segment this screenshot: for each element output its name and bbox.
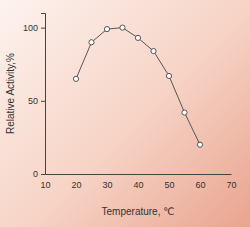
x-tick-label: 50 <box>164 180 174 190</box>
marker <box>182 110 187 115</box>
y-axis-title: Relative Activity,% <box>5 53 16 134</box>
y-tick-mark <box>41 101 45 102</box>
plot: 10 20 30 40 50 60 70 0 50 100 <box>23 14 237 191</box>
x-axis: 10 20 30 40 50 60 70 <box>40 174 236 190</box>
x-tick: 70 <box>226 174 236 190</box>
y-axis: 0 50 100 <box>23 14 46 180</box>
x-tick: 60 <box>195 174 205 190</box>
marker <box>89 40 94 45</box>
y-tick: 50 <box>28 96 45 106</box>
y-tick-label: 100 <box>23 23 38 33</box>
marker <box>73 76 78 81</box>
axis-line <box>41 14 46 175</box>
marker <box>120 25 125 30</box>
y-tick-mark <box>41 28 45 29</box>
x-axis-title: Temperature, ℃ <box>102 206 175 217</box>
y-tick-label: 0 <box>33 169 38 179</box>
y-tick-label: 50 <box>28 96 38 106</box>
marker <box>166 73 171 78</box>
marker <box>197 142 202 147</box>
marker <box>151 48 156 53</box>
x-tick: 40 <box>133 174 143 190</box>
x-tick: 50 <box>164 174 174 190</box>
x-tick-label: 30 <box>102 180 112 190</box>
chart: 10 20 30 40 50 60 70 0 50 100 Temperature, ℃ Relati… <box>0 0 250 227</box>
x-tick: 30 <box>102 174 112 190</box>
x-tick-label: 70 <box>226 180 236 190</box>
series <box>73 25 202 147</box>
x-tick-label: 20 <box>71 180 81 190</box>
y-tick: 0 <box>33 169 45 179</box>
x-tick-label: 60 <box>195 180 205 190</box>
x-tick: 10 <box>40 174 50 190</box>
y-tick-mark <box>41 174 45 175</box>
x-tick-label: 10 <box>40 180 50 190</box>
marker <box>104 27 109 32</box>
marker <box>135 35 140 40</box>
axis-line <box>46 174 232 175</box>
x-tick-label: 40 <box>133 180 143 190</box>
line <box>76 28 200 145</box>
y-tick: 100 <box>23 23 45 33</box>
x-tick: 20 <box>71 174 81 190</box>
